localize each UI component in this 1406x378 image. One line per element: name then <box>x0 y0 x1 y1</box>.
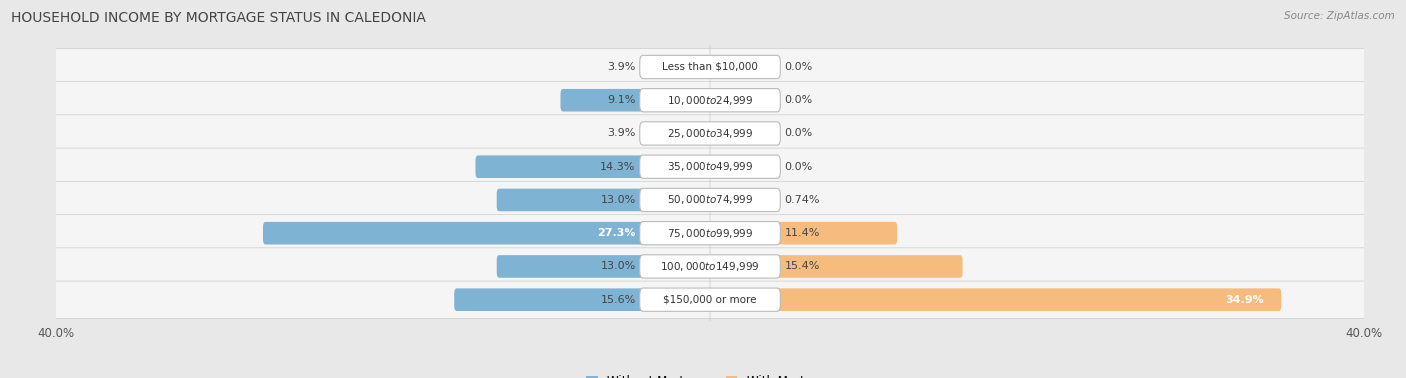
FancyBboxPatch shape <box>46 148 1374 185</box>
FancyBboxPatch shape <box>645 122 711 145</box>
Text: 3.9%: 3.9% <box>607 62 636 72</box>
FancyBboxPatch shape <box>709 255 963 278</box>
Text: $10,000 to $24,999: $10,000 to $24,999 <box>666 94 754 107</box>
FancyBboxPatch shape <box>640 288 780 311</box>
FancyBboxPatch shape <box>496 255 711 278</box>
FancyBboxPatch shape <box>640 55 780 79</box>
Text: 0.0%: 0.0% <box>785 129 813 138</box>
FancyBboxPatch shape <box>46 215 1374 252</box>
FancyBboxPatch shape <box>640 222 780 245</box>
Text: $75,000 to $99,999: $75,000 to $99,999 <box>666 227 754 240</box>
FancyBboxPatch shape <box>475 155 711 178</box>
FancyBboxPatch shape <box>496 189 711 211</box>
Text: 9.1%: 9.1% <box>607 95 636 105</box>
Text: 14.3%: 14.3% <box>600 162 636 172</box>
Text: HOUSEHOLD INCOME BY MORTGAGE STATUS IN CALEDONIA: HOUSEHOLD INCOME BY MORTGAGE STATUS IN C… <box>11 11 426 25</box>
Text: 11.4%: 11.4% <box>785 228 820 238</box>
FancyBboxPatch shape <box>640 188 780 212</box>
Text: 0.74%: 0.74% <box>785 195 820 205</box>
Text: Source: ZipAtlas.com: Source: ZipAtlas.com <box>1284 11 1395 21</box>
FancyBboxPatch shape <box>640 122 780 145</box>
FancyBboxPatch shape <box>454 288 711 311</box>
Text: 3.9%: 3.9% <box>607 129 636 138</box>
FancyBboxPatch shape <box>46 82 1374 119</box>
Text: $150,000 or more: $150,000 or more <box>664 295 756 305</box>
Text: 15.4%: 15.4% <box>785 262 820 271</box>
Text: 0.0%: 0.0% <box>785 162 813 172</box>
Text: $100,000 to $149,999: $100,000 to $149,999 <box>661 260 759 273</box>
FancyBboxPatch shape <box>46 48 1374 85</box>
FancyBboxPatch shape <box>46 115 1374 152</box>
FancyBboxPatch shape <box>645 56 711 78</box>
Legend: Without Mortgage, With Mortgage: Without Mortgage, With Mortgage <box>581 370 839 378</box>
FancyBboxPatch shape <box>263 222 711 245</box>
FancyBboxPatch shape <box>640 88 780 112</box>
Text: 34.9%: 34.9% <box>1226 295 1264 305</box>
Text: 27.3%: 27.3% <box>598 228 636 238</box>
Text: $25,000 to $34,999: $25,000 to $34,999 <box>666 127 754 140</box>
FancyBboxPatch shape <box>46 181 1374 218</box>
Text: 13.0%: 13.0% <box>600 195 636 205</box>
Text: Less than $10,000: Less than $10,000 <box>662 62 758 72</box>
Text: $50,000 to $74,999: $50,000 to $74,999 <box>666 194 754 206</box>
Text: 13.0%: 13.0% <box>600 262 636 271</box>
FancyBboxPatch shape <box>640 255 780 278</box>
FancyBboxPatch shape <box>46 248 1374 285</box>
FancyBboxPatch shape <box>640 155 780 178</box>
FancyBboxPatch shape <box>46 281 1374 318</box>
FancyBboxPatch shape <box>561 89 711 112</box>
Text: 0.0%: 0.0% <box>785 62 813 72</box>
FancyBboxPatch shape <box>709 189 723 211</box>
Text: 0.0%: 0.0% <box>785 95 813 105</box>
FancyBboxPatch shape <box>709 288 1281 311</box>
Text: 15.6%: 15.6% <box>600 295 636 305</box>
Text: $35,000 to $49,999: $35,000 to $49,999 <box>666 160 754 173</box>
FancyBboxPatch shape <box>709 222 897 245</box>
